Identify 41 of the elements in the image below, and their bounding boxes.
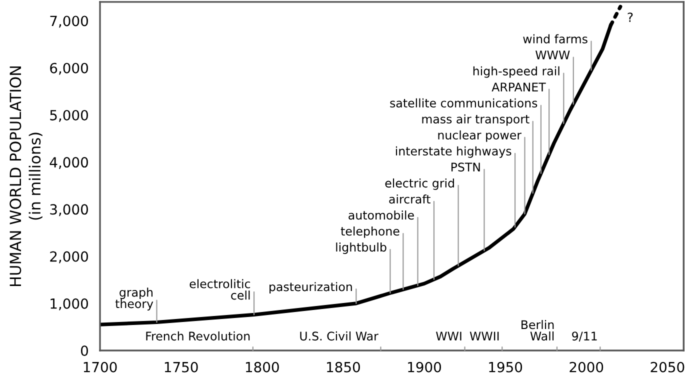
y-tick-label: 3,000	[50, 204, 88, 216]
x-tick-label: 1700	[84, 362, 117, 372]
y-tick-label: 7,000	[50, 16, 88, 28]
annotation: mass air transport	[422, 114, 530, 126]
annotation: aircraft	[389, 194, 430, 204]
annotation: pasteurization	[270, 282, 352, 294]
annotation: French Revolution	[146, 331, 250, 341]
y-axis-title: HUMAN WORLD POPULATION (in millions)	[10, 66, 42, 286]
annotation: ARPANET	[492, 82, 546, 92]
x-tick-label: 1900	[408, 362, 441, 372]
x-tick-label: 1950	[489, 362, 522, 372]
y-tick-label: 4,000	[50, 157, 88, 169]
x-tick-label: 2000	[570, 362, 604, 372]
annotation: electric grid	[385, 178, 454, 190]
annotation: ?	[628, 12, 633, 22]
annotation: 9/11	[572, 332, 597, 342]
x-tick-label: 1850	[327, 362, 360, 372]
y-tick-label: 2,000	[50, 251, 88, 264]
annotation: electrolitic cell	[190, 279, 250, 300]
x-tick-label: 1800	[246, 362, 279, 372]
annotation: satellite communications	[390, 98, 538, 108]
annotation: telephone	[340, 226, 400, 238]
x-tick-label: 1750	[164, 362, 198, 372]
annotation: interstate highways	[396, 146, 512, 158]
annotation: U.S. Civil War	[300, 331, 378, 341]
y-tick-label: 1,000	[50, 298, 88, 310]
annotation: Berlin Wall	[522, 320, 554, 341]
annotation: lightbulb	[336, 242, 386, 254]
annotation: WWII	[470, 332, 499, 340]
annotation: high-speed rail	[473, 66, 560, 78]
y-tick-label: 6,000	[50, 62, 88, 75]
annotation: graph theory	[115, 288, 154, 310]
x-tick-label: 2050	[650, 362, 684, 372]
annotation: nuclear power	[438, 130, 522, 142]
annotation: WWI	[436, 332, 462, 340]
y-tick-label: 5,000	[50, 110, 88, 122]
annotation: PSTN	[451, 162, 480, 172]
y-tick-label: 0	[80, 345, 88, 356]
annotation: WWW	[536, 50, 570, 60]
annotation: wind farms	[523, 34, 588, 44]
annotation: automobile	[348, 210, 414, 220]
